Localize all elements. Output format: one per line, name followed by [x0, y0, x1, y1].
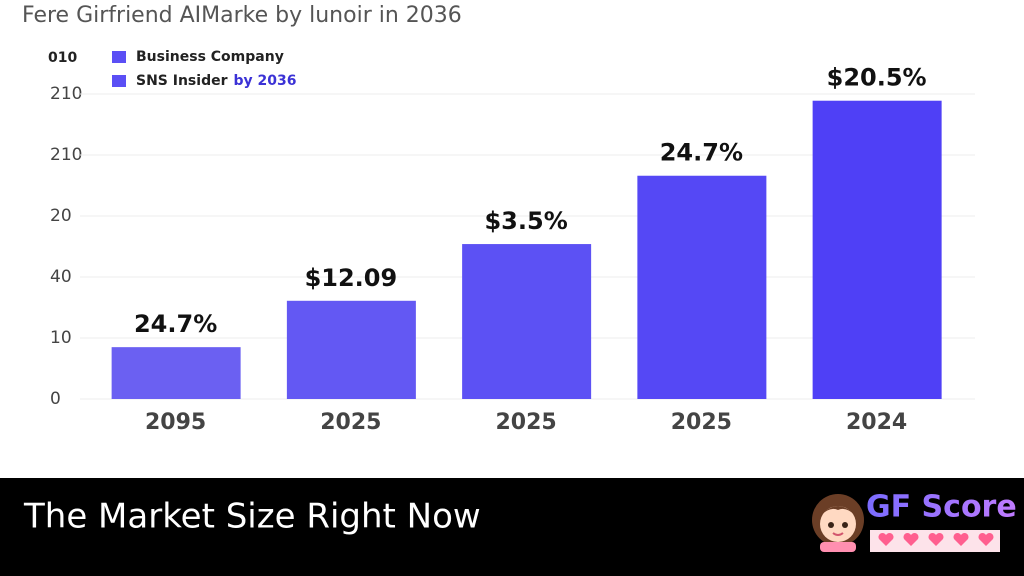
legend-label: Business Company [136, 49, 284, 65]
legend-text: SNS Insider [136, 73, 228, 89]
logo-text: GF Score [866, 490, 1017, 525]
avatar-shirt [820, 542, 856, 552]
legend-swatch [112, 75, 126, 87]
x-tick-label: 2025 [320, 410, 381, 435]
legend-text: Business Company [136, 49, 284, 65]
logo: GF Score [812, 490, 1017, 552]
hearts [878, 532, 994, 546]
value-label: 24.7% [134, 310, 217, 338]
avatar-eye [828, 522, 834, 528]
y-tick-label: 40 [50, 267, 72, 287]
value-label: 24.7% [660, 139, 743, 167]
x-tick-label: 2095 [145, 410, 206, 435]
bar [111, 347, 241, 399]
bar [286, 300, 416, 399]
legend-suffix: by 2036 [234, 73, 297, 89]
value-label: $12.09 [305, 264, 398, 292]
x-tick-label: 2025 [671, 410, 732, 435]
bar [812, 100, 942, 400]
legend-label: SNS Insider by 2036 [136, 73, 297, 89]
value-label: $3.5% [484, 207, 567, 235]
y-tick-label: 210 [50, 84, 82, 104]
legend-swatch [112, 51, 126, 63]
bar [637, 175, 767, 399]
y-tick-label: 210 [50, 145, 82, 165]
y-tick-label: 10 [50, 328, 72, 348]
avatar-bangs [820, 506, 856, 516]
axis-unit-label: 010 [48, 50, 77, 66]
x-tick-label: 2024 [846, 410, 907, 435]
avatar-face [820, 506, 856, 542]
y-tick-label: 0 [50, 389, 61, 409]
x-tick-label: 2025 [496, 410, 557, 435]
chart-title: Fere Girfriend AIMarke by lunoir in 2036 [22, 3, 462, 28]
banner-caption: The Market Size Right Now [23, 497, 481, 537]
avatar-mouth [832, 532, 844, 536]
avatar-eye [842, 522, 848, 528]
y-tick-label: 20 [50, 206, 72, 226]
value-label: $20.5% [827, 64, 927, 92]
bar [462, 244, 592, 399]
